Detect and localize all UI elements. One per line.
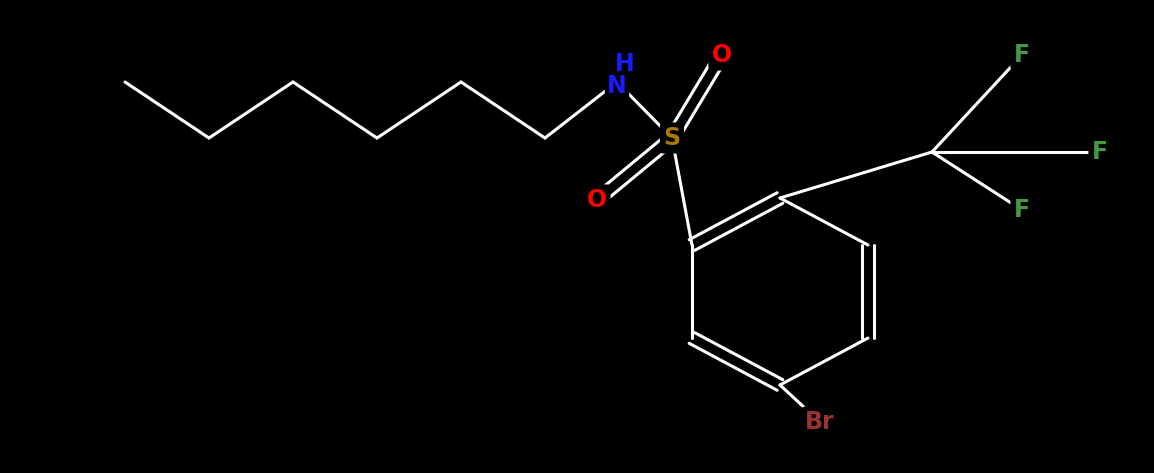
Text: O: O xyxy=(712,43,732,67)
Text: N: N xyxy=(607,74,627,98)
Text: S: S xyxy=(664,126,681,150)
Text: Br: Br xyxy=(805,410,834,434)
Text: F: F xyxy=(1014,198,1031,222)
Text: H: H xyxy=(615,52,635,76)
Text: O: O xyxy=(587,188,607,212)
Text: F: F xyxy=(1092,140,1108,164)
Text: F: F xyxy=(1014,43,1031,67)
